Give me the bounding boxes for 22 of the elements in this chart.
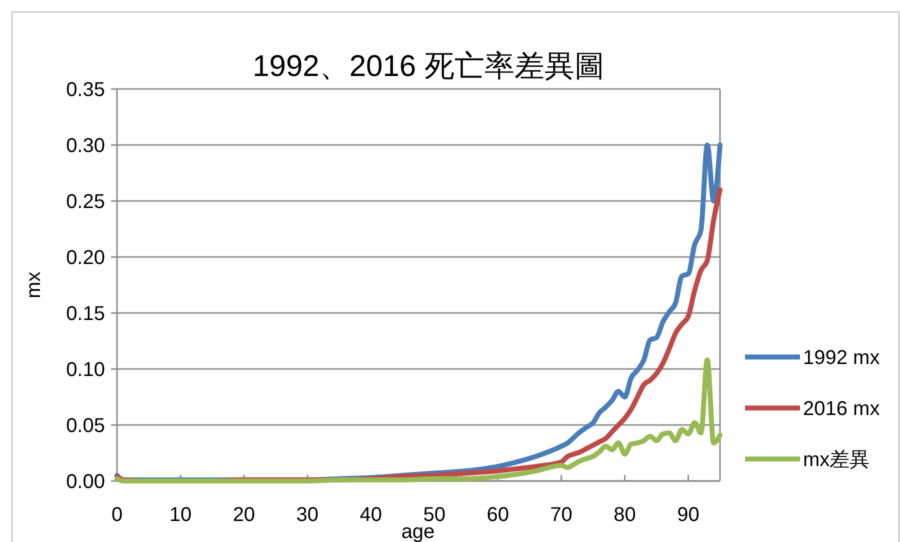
legend-label: 2016 mx	[803, 398, 880, 420]
y-tick-label: 0.15	[66, 303, 105, 325]
y-tick-label: 0.20	[66, 247, 105, 269]
x-tick-label: 30	[296, 504, 319, 526]
y-tick-label: 0.05	[66, 415, 105, 437]
x-tick-label: 90	[677, 504, 700, 526]
y-tick-label: 0.30	[66, 135, 105, 157]
y-tick-label: 0.35	[66, 79, 105, 101]
legend-label: mx差異	[803, 449, 870, 471]
y-tick-label: 0.00	[66, 471, 105, 493]
x-tick-label: 60	[486, 504, 509, 526]
chart-title: 1992、2016 死亡率差異圖	[252, 50, 604, 83]
legend-label: 1992 mx	[803, 347, 880, 369]
x-tick-label: 0	[111, 504, 123, 526]
y-tick-label: 0.25	[66, 191, 105, 213]
x-tick-label: 20	[232, 504, 256, 526]
x-tick-label: 80	[614, 504, 636, 526]
y-tick-label: 0.10	[66, 359, 105, 381]
y-axis-title: mx	[23, 272, 45, 298]
x-tick-label: 40	[360, 504, 382, 526]
x-tick-label: 10	[169, 504, 192, 526]
x-tick-label: 70	[550, 504, 572, 526]
